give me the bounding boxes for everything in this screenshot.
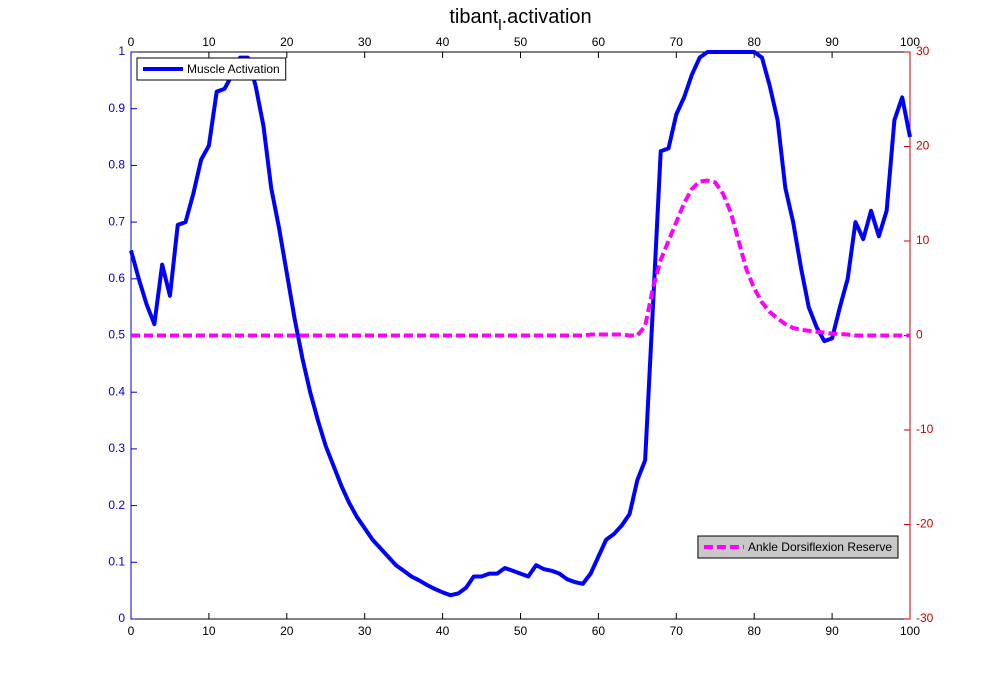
legend-label: Ankle Dorsiflexion Reserve xyxy=(748,540,892,554)
series-line xyxy=(129,50,912,598)
y-tick-label: 0.2 xyxy=(108,498,125,512)
y2-tick-label: 20 xyxy=(916,139,930,153)
x-tick-label-top: 30 xyxy=(358,35,372,49)
y2-tick-label: 0 xyxy=(916,328,923,342)
x-tick-label-top: 50 xyxy=(514,35,528,49)
y-tick-label: 1 xyxy=(118,44,125,58)
x-tick-label-top: 10 xyxy=(202,35,216,49)
x-tick-label: 80 xyxy=(748,624,762,638)
x-tick-label-top: 20 xyxy=(280,35,294,49)
x-tick-label-top: 100 xyxy=(900,35,920,49)
y-tick-label: 0.8 xyxy=(108,158,125,172)
y-tick-label: 0 xyxy=(118,611,125,625)
x-tick-label: 70 xyxy=(670,624,684,638)
y-tick-label: 0.1 xyxy=(108,554,125,568)
x-tick-label: 60 xyxy=(592,624,606,638)
x-tick-label: 100 xyxy=(900,624,920,638)
y-tick-label: 0.9 xyxy=(108,101,125,115)
legend: Ankle Dorsiflexion Reserve xyxy=(697,535,899,559)
legend-box xyxy=(136,57,287,81)
y-tick-label: 0.7 xyxy=(108,214,125,228)
x-tick-label: 20 xyxy=(280,624,294,638)
series-line xyxy=(131,178,910,338)
x-tick-label: 0 xyxy=(128,624,135,638)
x-tick-label: 30 xyxy=(358,624,372,638)
y-tick-label: 0.3 xyxy=(108,441,125,455)
legend-box xyxy=(697,535,899,559)
y-tick-label: 0.6 xyxy=(108,271,125,285)
x-tick-label-top: 60 xyxy=(592,35,606,49)
legend: Muscle Activation xyxy=(136,57,287,81)
x-tick-label-top: 80 xyxy=(748,35,762,49)
y2-tick-label: -30 xyxy=(916,611,934,625)
x-tick-label-top: 40 xyxy=(436,35,450,49)
legend-label: Muscle Activation xyxy=(187,62,280,76)
plot-area xyxy=(130,51,911,620)
x-tick-label: 90 xyxy=(825,624,839,638)
x-tick-label: 40 xyxy=(436,624,450,638)
x-tick-label-top: 0 xyxy=(128,35,135,49)
y2-tick-label: 30 xyxy=(916,44,930,58)
y2-tick-label: 10 xyxy=(916,233,930,247)
y-tick-label: 0.4 xyxy=(108,384,125,398)
x-tick-label: 50 xyxy=(514,624,528,638)
chart-title: tibantl.activation xyxy=(449,6,591,34)
y2-tick-label: -20 xyxy=(916,517,934,531)
x-tick-label-top: 70 xyxy=(670,35,684,49)
x-tick-label: 10 xyxy=(202,624,216,638)
y-tick-label: 0.5 xyxy=(108,328,125,342)
y2-tick-label: -10 xyxy=(916,422,934,436)
x-tick-label-top: 90 xyxy=(825,35,839,49)
